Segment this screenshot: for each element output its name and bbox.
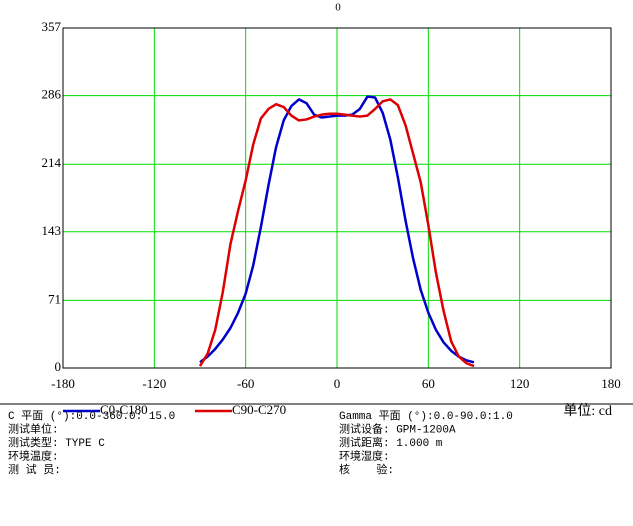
x-tick-label: -120	[142, 376, 166, 391]
series-line	[199, 95, 475, 364]
unit-label: 单位: cd	[563, 403, 612, 419]
y-tick-label: 71	[48, 291, 61, 306]
info-text: C 平面 (°):0.0-360.0: 15.0	[8, 410, 175, 423]
y-tick-label: 0	[55, 359, 62, 374]
info-text: 核 验:	[339, 462, 394, 477]
legend-label: C0-C180	[100, 402, 148, 417]
info-text: Gamma 平面 (°):0.0-90.0:1.0	[339, 410, 513, 423]
series-line	[198, 98, 475, 368]
x-tick-label: 180	[601, 376, 621, 391]
y-tick-label: 143	[42, 223, 62, 238]
y-tick-label: 357	[42, 19, 62, 34]
info-text: 测试距离: 1.000 m	[339, 435, 443, 450]
info-text: 测试设备: GPM-1200A	[339, 421, 456, 436]
x-tick-label: 60	[422, 376, 435, 391]
y-tick-label: 214	[42, 155, 62, 170]
info-text: 测试类型: TYPE C	[8, 435, 105, 450]
info-text: 环境温度:	[8, 448, 59, 463]
info-text: 环境湿度:	[339, 448, 390, 463]
top-label: 0	[335, 2, 341, 14]
x-tick-label: -60	[237, 376, 254, 391]
x-tick-label: -180	[51, 376, 75, 391]
info-text: 测 试 员:	[8, 463, 61, 477]
x-tick-label: 120	[510, 376, 530, 391]
info-text: 测试单位:	[8, 421, 59, 436]
legend-label: C90-C270	[232, 402, 286, 417]
plot-frame	[62, 27, 612, 369]
y-tick-label: 286	[42, 87, 62, 102]
x-tick-label: 0	[334, 376, 341, 391]
